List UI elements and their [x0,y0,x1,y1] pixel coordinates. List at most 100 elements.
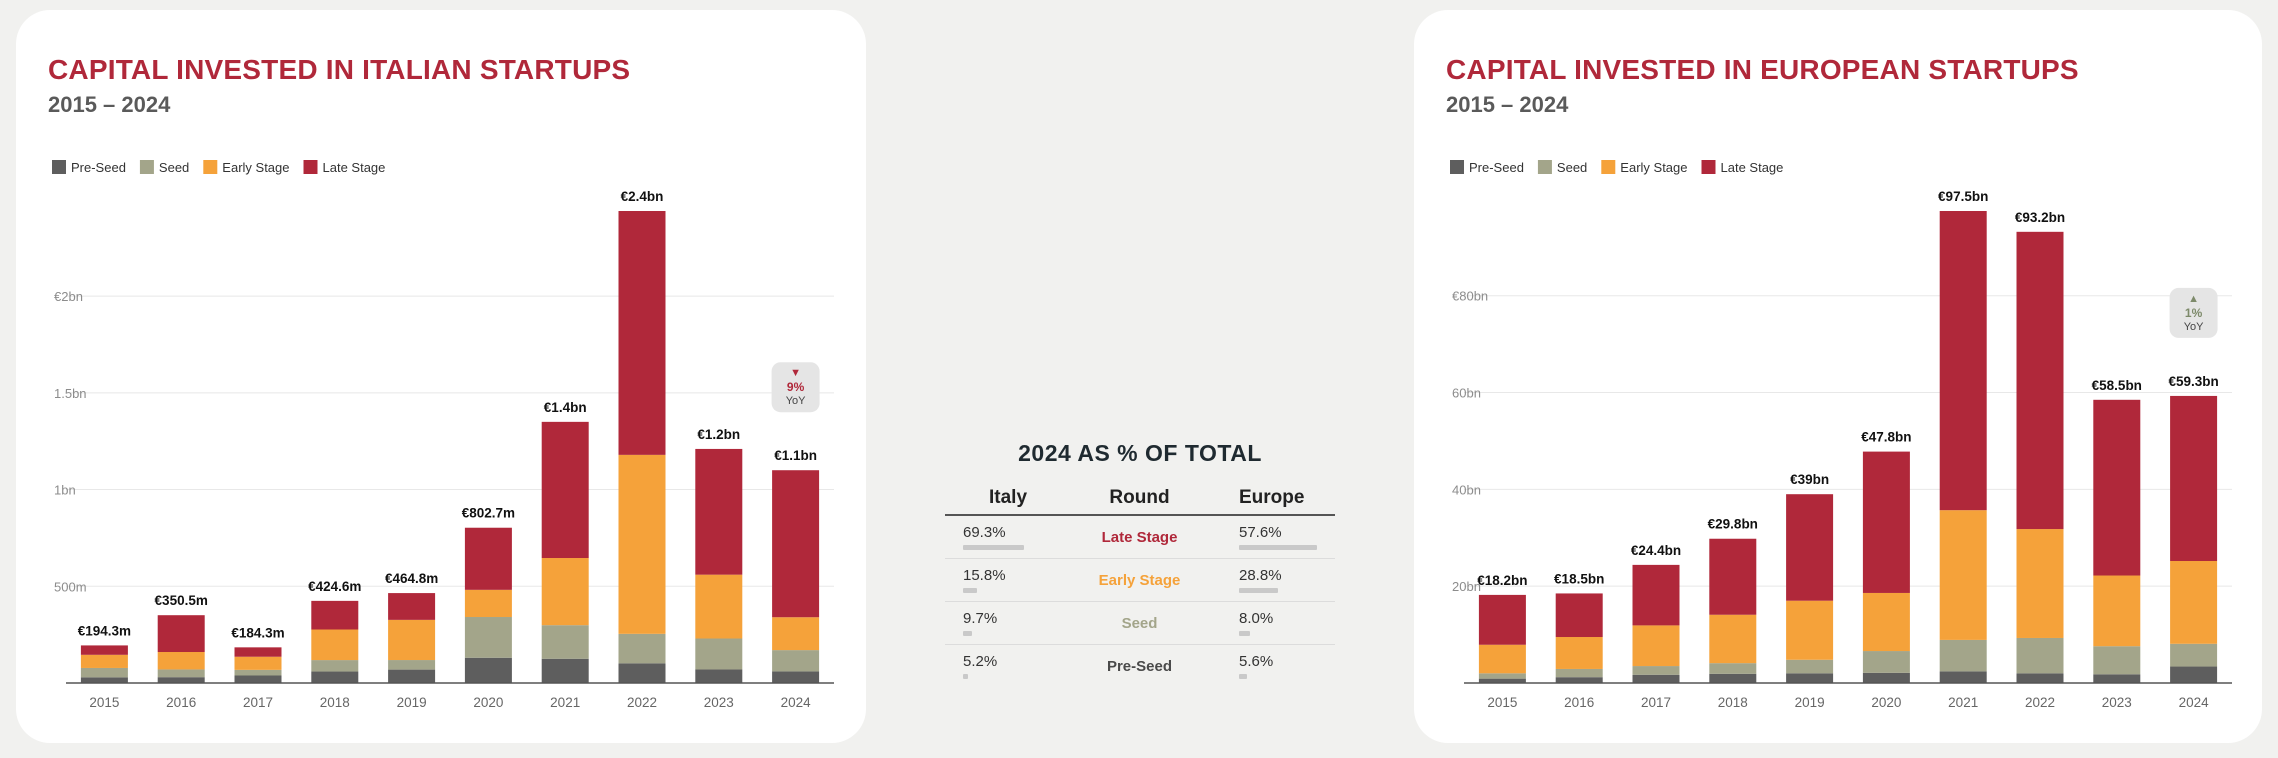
italy-bar-2015 [80,645,128,683]
europe-legend-swatch [1450,160,1464,174]
italy-bar-segment-late-stage [157,615,205,653]
italy-bar-2020 [464,527,512,683]
header-round: Round [1109,486,1170,508]
europe-bar-segment-seed [2170,643,2218,667]
italy-bar-segment-pre-seed [234,675,282,683]
italy-bar-2019 [388,593,436,683]
europe-bar-segment-seed [1939,639,1987,672]
italy-bar-segment-seed [234,669,282,676]
italy-share-value: 9.7% [963,610,998,627]
europe-total-label: €93.2bn [2015,210,2065,225]
italy-bar-segment-seed [541,625,589,659]
europe-xtick-label: 2017 [1641,695,1671,710]
europe-bar-segment-seed [1555,668,1603,678]
italy-bar-segment-early-stage [311,629,359,661]
europe-bar-2018 [1709,538,1757,683]
europe-total-label: €24.4bn [1631,543,1681,558]
europe-xtick-label: 2018 [1718,695,1748,710]
italy-bar-segment-seed [311,660,359,672]
share-table: 2024 AS % OF TOTAL Italy Round Europe 69… [945,440,1335,687]
europe-total-label: €97.5bn [1938,189,1988,204]
italy-bar-segment-late-stage [464,527,512,590]
italy-bar-segment-early-stage [695,574,743,639]
italy-stacked-bar-chart: Pre-Seed Seed Early Stage Late Stage 500m 1bn… [52,160,834,710]
europe-legend-swatch [1537,160,1552,174]
europe-legend-item: Seed [1537,160,1587,175]
europe-bar-segment-pre-seed [1939,671,1987,683]
europe-bar-segment-late-stage [2016,231,2064,530]
italy-legend-label: Early Stage [222,160,289,175]
europe-yoy-badge-bg [2169,287,2218,338]
italy-total-label: €1.2bn [697,427,740,442]
europe-share-value: 5.6% [1239,653,1274,670]
europe-bar-segment-late-stage [1709,538,1757,615]
europe-bar-segment-pre-seed [1555,677,1603,683]
europe-bar-segment-late-stage [1862,451,1910,593]
europe-bar-segment-pre-seed [1709,673,1757,683]
europe-legend-label: Late Stage [1721,160,1784,175]
italy-total-label: €350.5m [155,593,208,608]
italy-xtick-label: 2016 [166,695,196,710]
europe-bar-segment-pre-seed [2170,666,2218,683]
italy-share-value: 69.3% [963,524,1006,541]
europe-total-label: €58.5bn [2092,378,2142,393]
europe-bar-segment-early-stage [1555,637,1603,669]
italy-yoy-label: YoY [786,395,806,407]
europe-legend: Pre-Seed Seed Early Stage Late Stage [1450,160,1783,175]
italy-total-label: €1.4bn [544,400,587,415]
italy-xtick-label: 2017 [243,695,273,710]
share-table-row: 15.8% Early Stage 28.8% [945,559,1335,602]
europe-bar-segment-seed [1786,659,1834,674]
italy-bar-segment-seed [772,650,820,672]
europe-bar-segment-early-stage [1632,625,1680,667]
europe-bar-segment-pre-seed [1478,678,1526,683]
italy-share-cell: 9.7% [945,610,1082,636]
italy-total-label: €2.4bn [621,189,664,204]
italy-bar-segment-late-stage [311,600,359,630]
italy-legend: Pre-Seed Seed Early Stage Late Stage [52,160,385,175]
europe-bar-segment-early-stage [2170,561,2218,644]
italy-bar-segment-late-stage [80,645,128,655]
italy-bar-segment-early-stage [388,619,436,661]
italy-legend-item: Seed [139,160,189,175]
europe-xtick-label: 2020 [1871,695,1901,710]
europe-yoy-arrow-icon: ▲ [2188,293,2199,305]
italy-bar-segment-pre-seed [157,677,205,683]
italy-legend-swatch [139,160,154,174]
europe-bar-segment-seed [1478,673,1526,679]
europe-xtick-label: 2016 [1564,695,1594,710]
italy-bar-segment-seed [618,633,666,664]
europe-bar-segment-pre-seed [2016,673,2064,683]
italy-ytick-label: 1.5bn [54,386,87,401]
italy-share-bar [963,588,977,593]
italy-yoy-badge-bg [771,362,820,413]
europe-xtick-label: 2022 [2025,695,2055,710]
europe-bar-segment-early-stage [1786,600,1834,660]
europe-ytick-label: 40bn [1452,482,1481,497]
italy-bar-segment-early-stage [157,652,205,670]
header-italy: Italy [989,486,1028,508]
europe-bar-segment-seed [1709,663,1757,674]
share-table-header: Italy Round Europe [945,481,1335,516]
europe-chart-card: CAPITAL INVESTED IN EUROPEAN STARTUPS 20… [1414,10,2262,743]
italy-yoy-arrow-icon: ▼ [790,367,801,379]
italy-legend-label: Seed [159,160,189,175]
italy-bar-segment-early-stage [541,558,589,626]
round-label: Late Stage [1101,528,1178,546]
europe-bar-segment-pre-seed [1862,672,1910,683]
italy-share-value: 15.8% [963,567,1006,584]
italy-share-cell: 5.2% [945,653,1082,679]
europe-bar-segment-pre-seed [1786,673,1834,683]
europe-bar-2021 [1939,211,1987,683]
europe-bar-segment-late-stage [2093,399,2141,576]
europe-bar-segment-early-stage [1939,510,1987,640]
europe-bar-segment-late-stage [1478,594,1526,645]
italy-chart-title: CAPITAL INVESTED IN ITALIAN STARTUPS [48,54,631,85]
europe-legend-item: Early Stage [1601,160,1688,175]
europe-bar-2019 [1786,494,1834,683]
italy-xtick-label: 2018 [320,695,350,710]
europe-bar-segment-seed [2016,637,2064,674]
italy-legend-item: Pre-Seed [52,160,126,175]
italy-legend-item: Late Stage [303,160,385,175]
europe-bar-segment-pre-seed [1632,674,1680,683]
